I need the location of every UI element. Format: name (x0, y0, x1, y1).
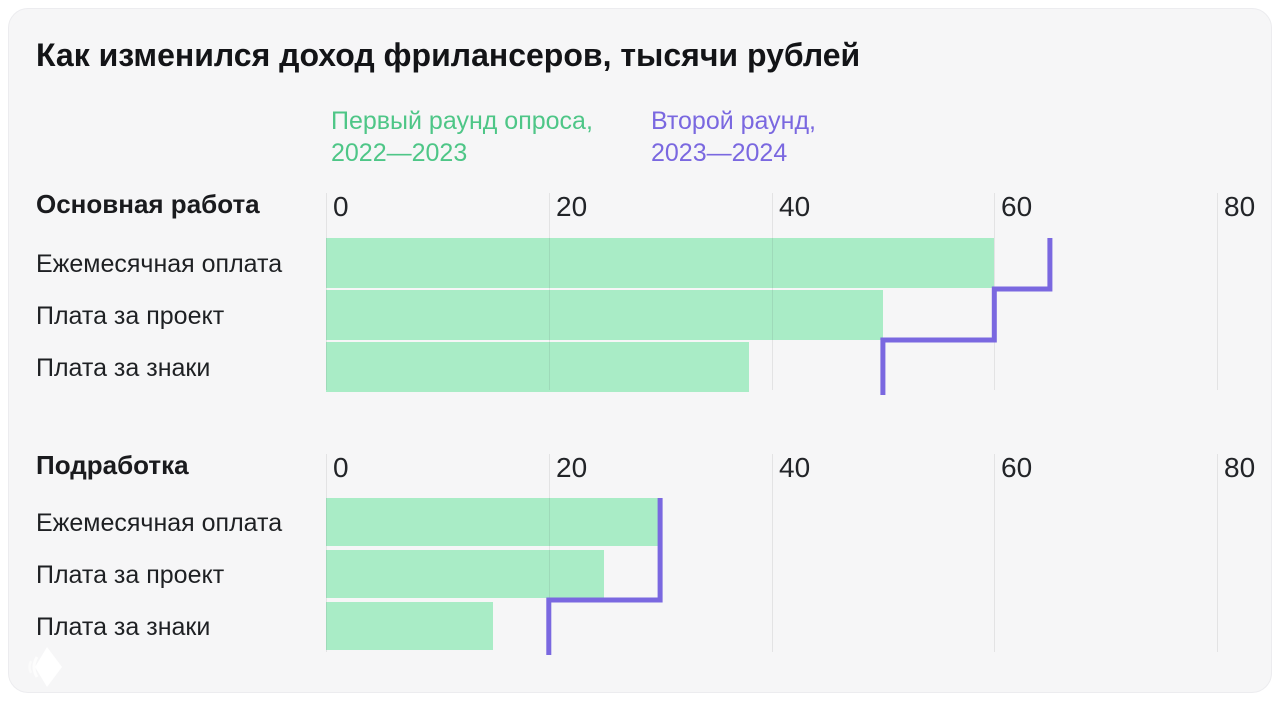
gridline (994, 454, 995, 652)
chart-group-title: Основная работа (36, 189, 260, 219)
gridline (326, 454, 327, 652)
gridline (326, 193, 327, 390)
chart-main-job: Основная работа Ежемесячная оплата Плата з… (9, 9, 1273, 694)
axis-tick-label: 80 (1224, 191, 1256, 222)
axis-tick-label: 20 (556, 191, 588, 222)
legend-second-round-line2: 2023—2024 (651, 139, 788, 167)
category-label: Ежемесячная оплата (36, 250, 283, 278)
gem-icon (28, 647, 62, 687)
axis-tick-label: 60 (1001, 452, 1033, 483)
bar-first-round (326, 290, 883, 340)
axis-tick-label: 80 (1224, 452, 1256, 483)
gridline (994, 193, 995, 390)
page-title: Как изменился доход фрилансеров, тысячи … (36, 37, 861, 73)
gridline (1217, 454, 1218, 652)
category-label: Ежемесячная оплата (36, 509, 283, 537)
bar-first-round (326, 342, 749, 392)
bar-first-round (326, 550, 604, 598)
bar-first-round (326, 602, 493, 650)
axis-tick-label: 40 (779, 452, 811, 483)
axis-tick-label: 60 (1001, 191, 1033, 222)
gridline (1217, 193, 1218, 390)
gridline (772, 193, 773, 390)
axis-tick-label: 0 (333, 191, 349, 222)
chart-card: Как изменился доход фрилансеров, тысячи … (8, 8, 1272, 693)
legend-first-round-line1: Первый раунд опроса, (331, 107, 593, 135)
gridline (549, 193, 550, 390)
legend-item-first-round: Первый раунд опроса, 2022—2023 (331, 105, 593, 169)
bar-first-round (326, 498, 660, 546)
legend-first-round-line2: 2022—2023 (331, 139, 468, 167)
gridline (549, 454, 550, 652)
axis-tick-label: 20 (556, 452, 588, 483)
legend-second-round-line1: Второй раунд, (651, 107, 817, 135)
category-label: Плата за проект (36, 302, 225, 330)
category-label: Плата за знаки (36, 354, 211, 382)
category-label: Плата за проект (36, 561, 225, 589)
category-label: Плата за знаки (36, 613, 211, 641)
legend-item-second-round: Второй раунд, 2023—2024 (651, 105, 816, 169)
chart-group-title: Подработка (36, 450, 189, 480)
axis-tick-label: 0 (333, 452, 349, 483)
chart-side-job: Подработка Ежемесячная оплата Плата за про… (9, 9, 1273, 694)
bar-first-round (326, 238, 994, 288)
axis-tick-label: 40 (779, 191, 811, 222)
gridline (772, 454, 773, 652)
